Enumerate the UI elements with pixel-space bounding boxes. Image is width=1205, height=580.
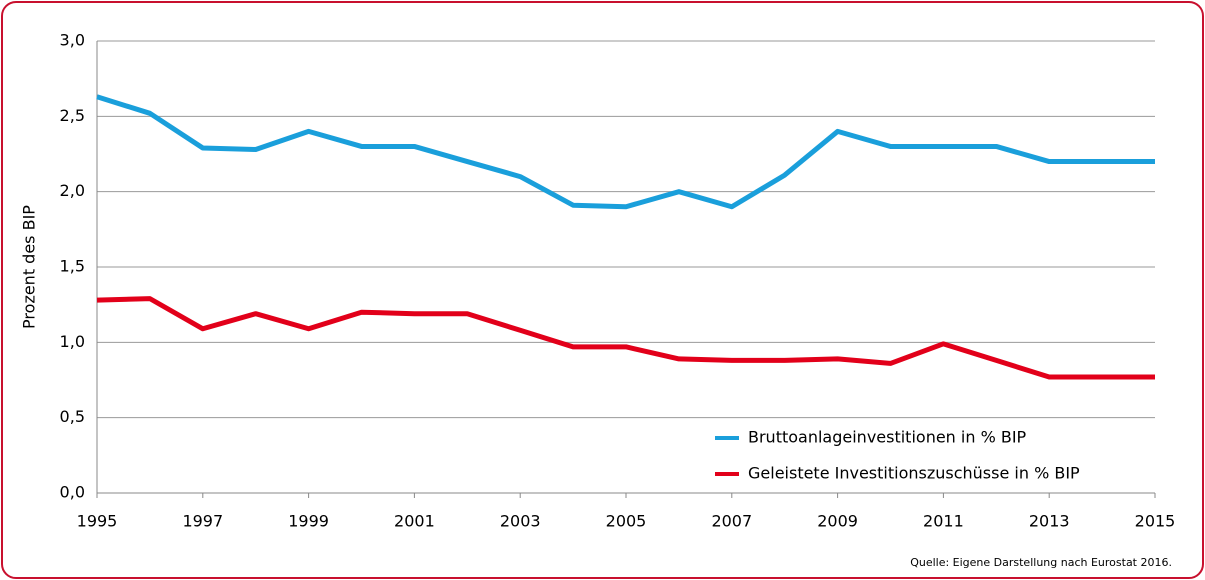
y-tick-label: 3,0 bbox=[60, 31, 85, 50]
x-tick-label: 2011 bbox=[923, 512, 964, 531]
x-tick-label: 2015 bbox=[1135, 512, 1176, 531]
data-line bbox=[96, 296, 1155, 380]
x-tick-label: 2001 bbox=[394, 512, 435, 531]
y-tick-label: 1,5 bbox=[60, 257, 85, 276]
legend-label: Geleistete Investitionszuschüsse in % BI… bbox=[748, 464, 1080, 483]
y-tick-label: 2,5 bbox=[60, 106, 85, 125]
y-tick-label: 0,0 bbox=[60, 483, 85, 502]
x-tick-label: 1997 bbox=[182, 512, 223, 531]
x-tick-label: 2009 bbox=[817, 512, 858, 531]
y-tick-label: 1,0 bbox=[60, 332, 85, 351]
x-tick-label: 1999 bbox=[288, 512, 329, 531]
data-line bbox=[96, 94, 1155, 210]
x-tick-label: 1995 bbox=[77, 512, 118, 531]
legend-label: Bruttoanlageinvestitionen in % BIP bbox=[748, 428, 1027, 447]
y-axis-label: Prozent des BIP bbox=[20, 205, 39, 329]
x-tick-label: 2007 bbox=[711, 512, 752, 531]
x-tick-label: 2003 bbox=[500, 512, 541, 531]
x-tick-label: 2005 bbox=[606, 512, 647, 531]
x-tick-label: 2013 bbox=[1029, 512, 1070, 531]
source-note: Quelle: Eigene Darstellung nach Eurostat… bbox=[910, 556, 1172, 569]
y-tick-label: 2,0 bbox=[60, 181, 85, 200]
y-tick-label: 0,5 bbox=[60, 407, 85, 426]
